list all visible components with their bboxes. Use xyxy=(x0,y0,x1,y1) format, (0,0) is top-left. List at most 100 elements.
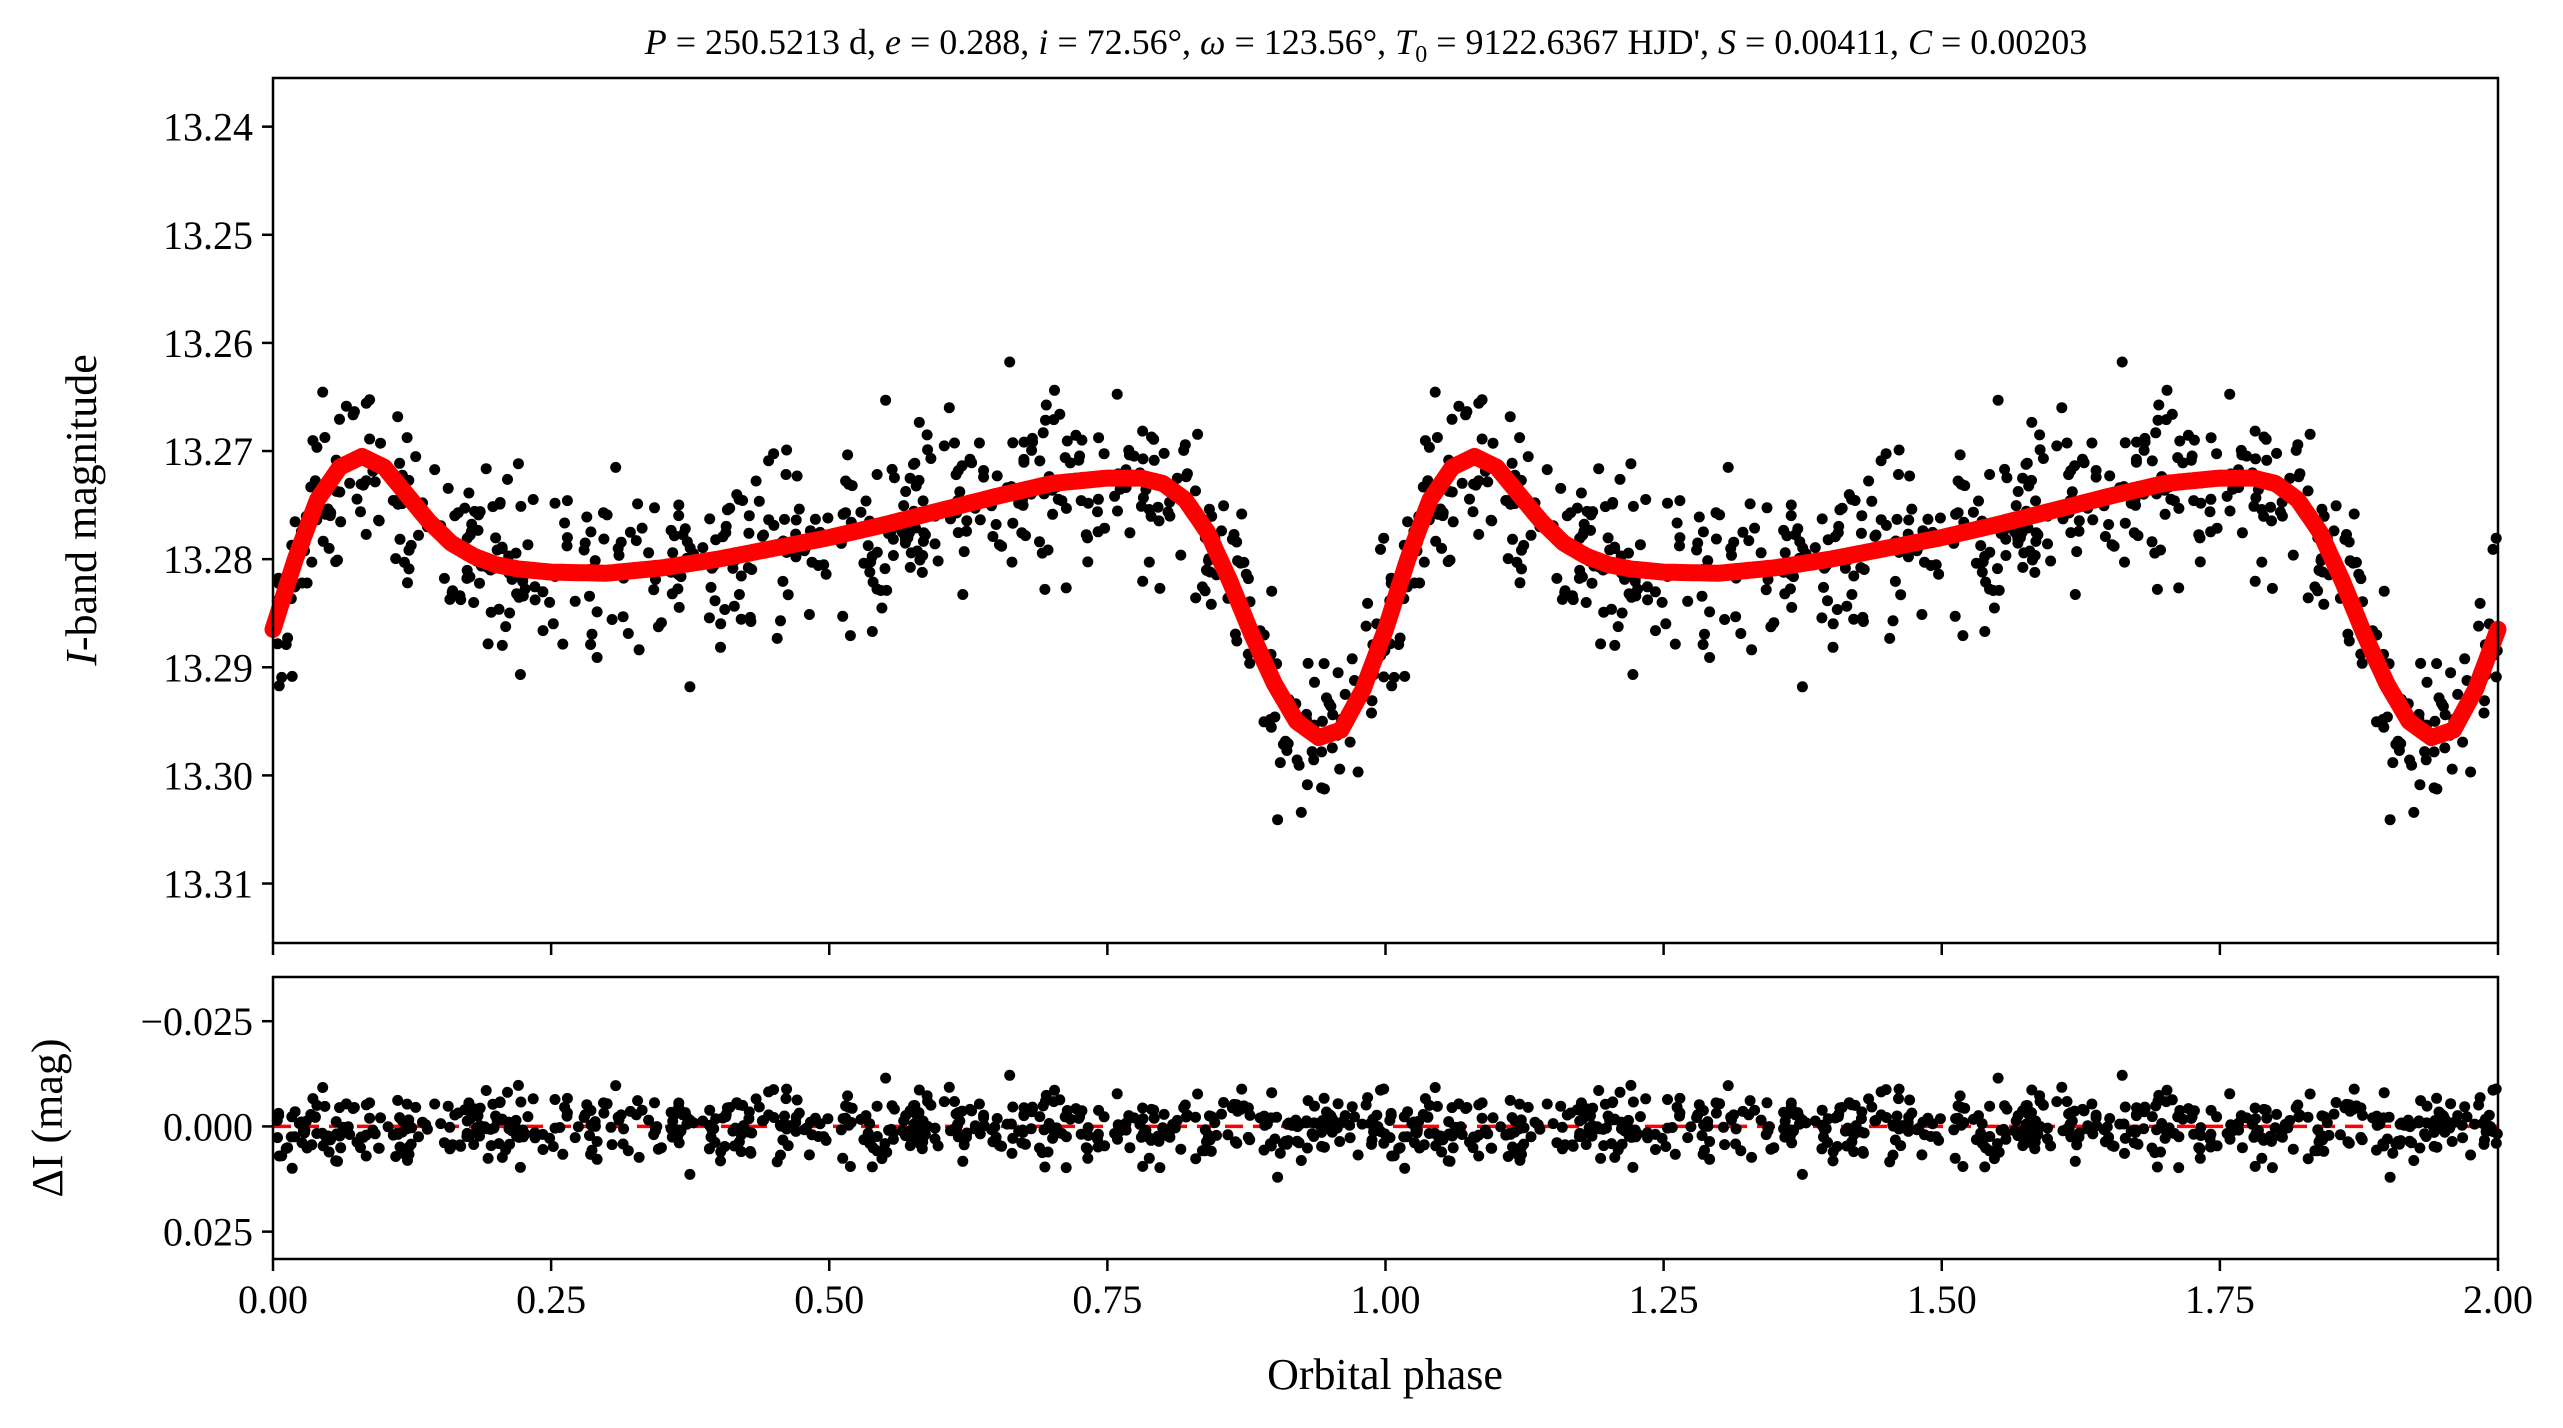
data-point xyxy=(1714,509,1726,521)
data-point xyxy=(790,514,802,526)
data-point xyxy=(1203,503,1215,515)
residual-point xyxy=(1954,1090,1966,1102)
residual-point xyxy=(1634,1111,1646,1123)
data-point xyxy=(2235,444,2247,456)
data-point xyxy=(2153,399,2165,411)
data-point xyxy=(1507,533,1518,545)
residual-point xyxy=(1379,1128,1391,1140)
data-point xyxy=(864,566,876,578)
residual-point xyxy=(1242,1131,1254,1143)
residual-point xyxy=(1378,1137,1390,1149)
top-data-points xyxy=(271,356,2503,826)
residual-point xyxy=(334,1130,346,1142)
residual-point xyxy=(1446,1102,1458,1114)
residual-point xyxy=(1955,1101,1967,1113)
data-point xyxy=(2356,657,2368,669)
residual-point xyxy=(1082,1152,1094,1164)
data-point xyxy=(753,495,765,507)
data-point xyxy=(2017,561,2029,573)
data-point xyxy=(649,502,660,514)
data-point xyxy=(2032,529,2044,541)
data-point xyxy=(335,516,347,528)
data-point xyxy=(735,570,747,582)
data-point xyxy=(1306,746,1318,758)
residual-point xyxy=(1506,1112,1518,1124)
data-point xyxy=(584,590,595,602)
residual-point xyxy=(1039,1161,1051,1173)
residual-point xyxy=(1004,1069,1016,1081)
residual-point xyxy=(2313,1136,2325,1148)
data-point xyxy=(2348,508,2360,520)
data-point xyxy=(1042,544,1054,556)
data-point xyxy=(2073,525,2085,537)
data-point xyxy=(2051,440,2063,452)
residual-point xyxy=(2459,1101,2471,1113)
residual-point xyxy=(1167,1119,1179,1130)
data-point xyxy=(763,514,775,526)
data-point xyxy=(1514,577,1526,589)
residual-point xyxy=(509,1121,521,1133)
data-point xyxy=(1266,585,1278,597)
residual-point xyxy=(2090,1109,2102,1121)
data-point xyxy=(655,617,667,629)
residual-point xyxy=(307,1093,319,1105)
residual-point xyxy=(1016,1137,1028,1149)
residual-point xyxy=(305,1109,317,1120)
residual-point xyxy=(330,1116,342,1128)
residual-point xyxy=(790,1111,802,1123)
residual-point xyxy=(1175,1143,1187,1155)
residual-point xyxy=(1979,1161,1991,1173)
data-point xyxy=(855,506,867,518)
data-point xyxy=(392,411,404,423)
residual-point xyxy=(1236,1083,1248,1095)
data-point xyxy=(929,538,941,550)
bottom-x-ticks: 0.00 0.25 0.50 0.75 1.00 1.25 1.50 1.75 2.00 xyxy=(238,1259,2533,1322)
residual-point xyxy=(649,1122,661,1134)
data-point xyxy=(1242,573,1254,585)
data-point xyxy=(1614,473,1626,485)
bottom-y-ticks: −0.025 0.000 0.025 xyxy=(140,999,273,1255)
x-tick-label: 0.25 xyxy=(516,1277,586,1322)
data-point xyxy=(510,547,522,559)
data-point xyxy=(585,639,597,650)
residual-point xyxy=(1743,1109,1755,1121)
data-point xyxy=(1393,639,1405,650)
data-point xyxy=(469,505,481,517)
residual-point xyxy=(1179,1099,1191,1111)
residual-point xyxy=(2032,1128,2044,1140)
residual-point xyxy=(468,1139,480,1150)
data-point xyxy=(1967,506,1979,518)
data-point xyxy=(2465,766,2477,778)
data-point xyxy=(2056,402,2068,414)
residual-point xyxy=(2490,1137,2502,1149)
data-point xyxy=(2378,721,2390,733)
data-point xyxy=(1308,754,1320,766)
data-point xyxy=(1906,503,1918,515)
data-point xyxy=(496,639,508,651)
data-point xyxy=(1148,454,1160,466)
data-point xyxy=(2420,754,2432,766)
residual-point xyxy=(1406,1118,1418,1129)
residual-point xyxy=(2000,1133,2012,1145)
residual-point xyxy=(1848,1146,1860,1158)
data-point xyxy=(1037,427,1049,439)
data-point xyxy=(2042,538,2053,550)
data-point xyxy=(1904,470,1916,482)
data-point xyxy=(743,510,755,522)
data-point xyxy=(276,671,288,683)
data-point xyxy=(2026,416,2038,428)
data-point xyxy=(1360,620,1372,632)
residual-point xyxy=(1622,1121,1634,1133)
residual-point xyxy=(1858,1127,1870,1139)
residual-point xyxy=(1827,1155,1839,1167)
residual-point xyxy=(1696,1130,1708,1141)
data-point xyxy=(1660,618,1672,630)
residual-point xyxy=(672,1130,684,1142)
residual-point xyxy=(1547,1118,1559,1130)
residual-point xyxy=(2312,1145,2324,1157)
data-point xyxy=(1274,757,1286,769)
residual-point xyxy=(1593,1085,1605,1096)
data-point xyxy=(673,510,685,522)
residual-point xyxy=(1399,1162,1411,1174)
data-point xyxy=(1576,571,1588,583)
